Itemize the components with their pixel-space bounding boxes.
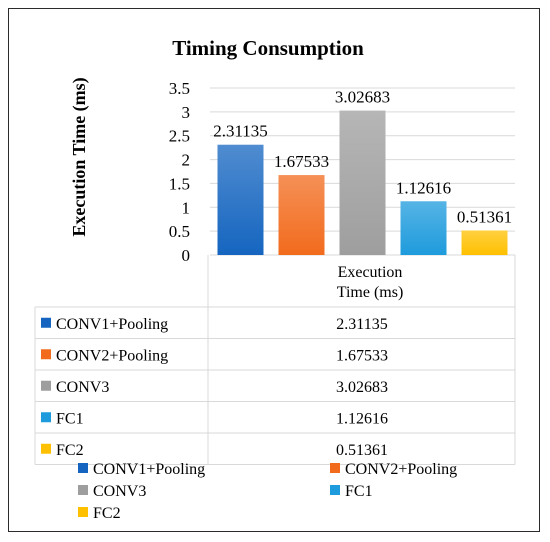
table-legend-key: [41, 317, 51, 328]
table-cell-value: 3.02683: [336, 379, 388, 396]
chart-title: Timing Consumption: [172, 36, 364, 60]
y-axis-ticks: 0 0.5 1 1.5 2 2.5 3 3.5: [169, 79, 190, 265]
bar: [278, 175, 325, 255]
table-row-label: FC2: [56, 442, 84, 459]
chart-frame: [8, 8, 540, 532]
data-label: 1.67533: [274, 152, 329, 171]
y-tick-label: 3: [182, 103, 191, 122]
table-cell-value: 2.31135: [336, 316, 387, 333]
table-cell-value: 1.67533: [336, 347, 388, 364]
y-tick-label: 0: [182, 246, 191, 265]
legend: CONV1+Pooling CONV2+Pooling CONV3 FC1 FC2: [78, 461, 457, 522]
legend-swatch: [78, 507, 88, 517]
bar: [217, 144, 264, 255]
data-labels: 2.31135 1.67533 3.02683 1.12616 0.51361: [213, 88, 512, 227]
data-label: 2.31135: [213, 122, 268, 141]
data-label: 1.12616: [396, 178, 451, 197]
table-row-label: CONV1+Pooling: [56, 316, 168, 333]
table-legend-key: [41, 412, 51, 423]
table-header: Execution Time (ms): [337, 264, 404, 301]
table-legend-key: [41, 443, 51, 454]
table-row-label: FC1: [56, 410, 84, 427]
table-legend-key: [41, 349, 51, 360]
legend-label: FC1: [345, 483, 373, 500]
table-row-label: CONV2+Pooling: [56, 347, 168, 364]
bars: [217, 110, 508, 255]
y-tick-label: 1: [182, 198, 191, 217]
y-tick-label: 1.5: [169, 174, 190, 193]
legend-label: CONV3: [93, 483, 146, 500]
data-label: 0.51361: [457, 207, 512, 226]
legend-label: CONV1+Pooling: [93, 461, 205, 478]
legend-label: FC2: [93, 505, 121, 522]
y-tick-label: 3.5: [169, 79, 190, 98]
y-axis-label: Execution Time (ms): [69, 77, 90, 236]
y-tick-label: 2: [182, 151, 191, 170]
table-row-label: CONV3: [56, 379, 109, 396]
bar: [461, 230, 508, 255]
legend-label: CONV2+Pooling: [345, 461, 457, 478]
y-tick-label: 0.5: [169, 222, 190, 241]
legend-swatch: [330, 485, 340, 495]
data-table: Execution Time (ms) CONV1+Pooling 2.31135 C…: [34, 255, 516, 465]
y-tick-label: 2.5: [169, 127, 190, 146]
legend-swatch: [78, 463, 88, 473]
table-cell-value: 0.51361: [336, 442, 388, 459]
table-cell-value: 1.12616: [336, 410, 388, 427]
bar: [400, 201, 447, 255]
table-legend-key: [41, 380, 51, 391]
data-label: 3.02683: [335, 88, 390, 107]
legend-swatch: [330, 463, 340, 473]
legend-swatch: [78, 485, 88, 495]
bar: [339, 110, 386, 255]
